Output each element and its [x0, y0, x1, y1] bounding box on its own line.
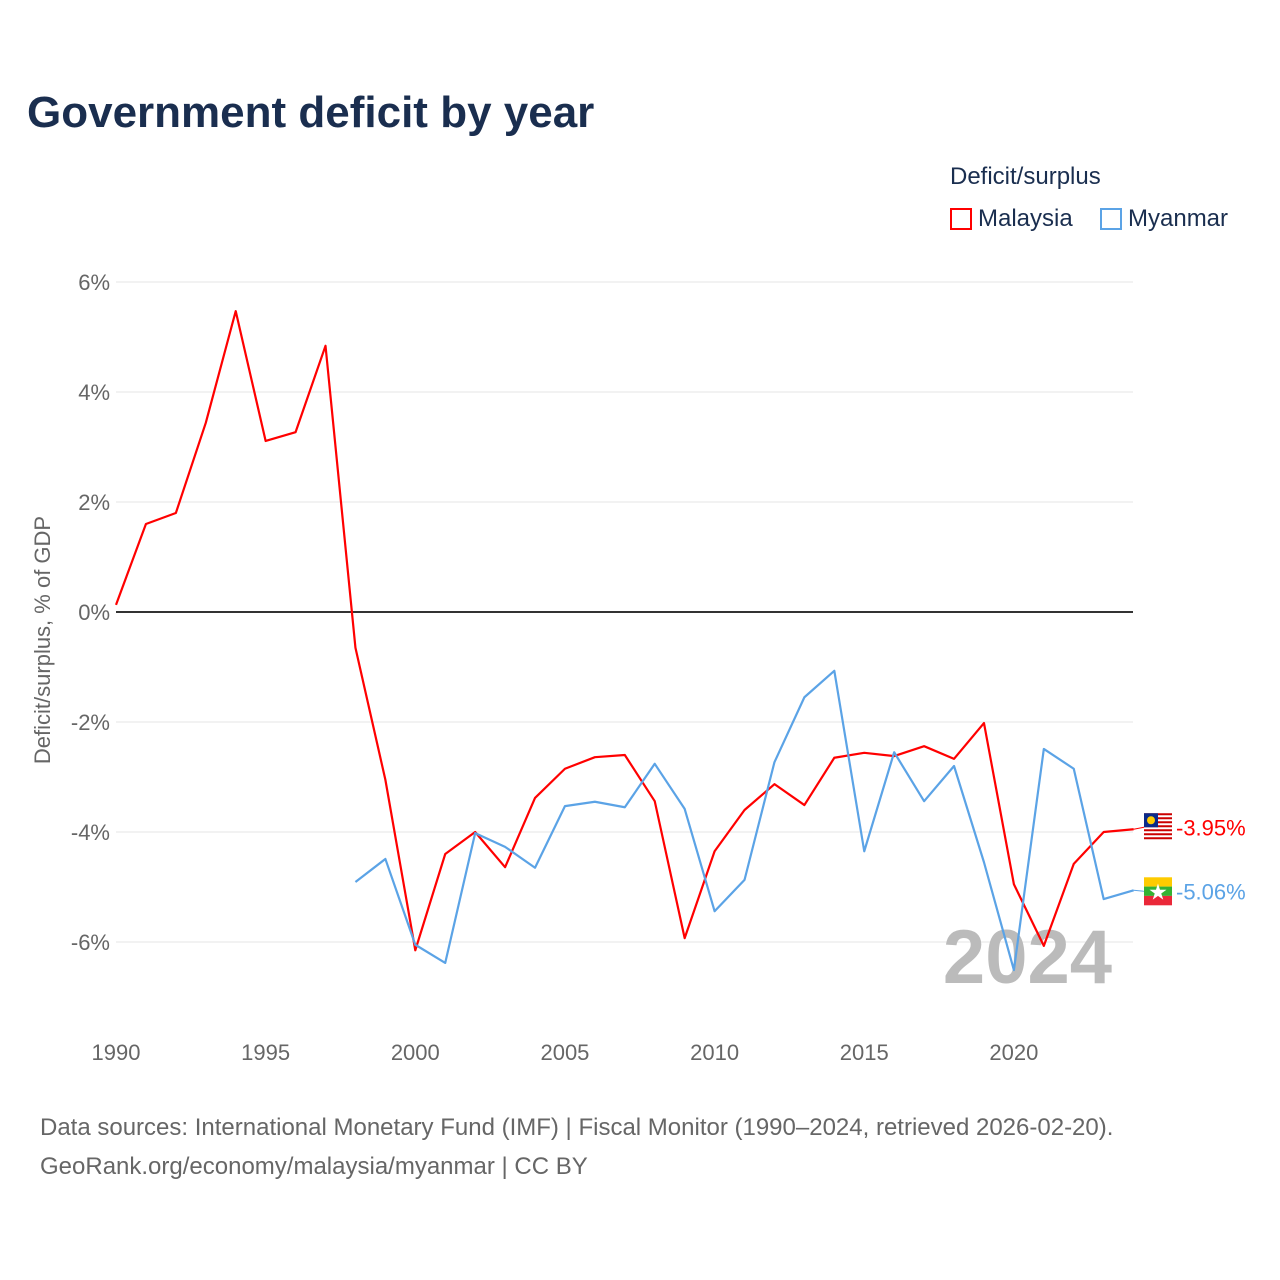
y-tick-label: 2% — [78, 490, 110, 515]
end-value-label: -3.95% — [1176, 815, 1246, 840]
y-tick-label: -6% — [71, 930, 110, 955]
flag-stripe — [1144, 877, 1172, 887]
source-link[interactable]: GeoRank.org/economy/malaysia/myanmar | C… — [40, 1153, 588, 1180]
x-tick-label: 2000 — [391, 1040, 440, 1065]
series-line-myanmar — [354, 669, 1134, 972]
x-tick-label: 2010 — [690, 1040, 739, 1065]
y-tick-label: 4% — [78, 380, 110, 405]
source-note: Data sources: International Monetary Fun… — [40, 1108, 1113, 1186]
end-value-label: -5.06% — [1176, 879, 1246, 904]
flag-stripe — [1144, 895, 1172, 906]
legend-swatch — [950, 208, 972, 230]
year-watermark: 2024 — [943, 915, 1112, 1000]
flag-star: ★ — [1148, 879, 1168, 904]
legend-swatch — [1100, 208, 1122, 230]
flag-stripe — [1144, 829, 1172, 832]
y-axis-label: Deficit/surplus, % of GDP — [30, 516, 55, 764]
legend-label: Myanmar — [1128, 205, 1229, 232]
flag-stripe — [1144, 837, 1172, 840]
y-tick-label: 6% — [78, 270, 110, 295]
y-tick-label: -4% — [71, 820, 110, 845]
leader-line — [1133, 889, 1145, 892]
y-tick-label: -2% — [71, 710, 110, 735]
legend-label: Malaysia — [978, 205, 1073, 232]
x-tick-label: 2020 — [989, 1040, 1038, 1065]
flag-stripe — [1144, 886, 1172, 896]
x-tick-label: 2005 — [540, 1040, 589, 1065]
flag-stripe — [1144, 833, 1172, 836]
x-tick-label: 1995 — [241, 1040, 290, 1065]
leader-line — [1133, 826, 1145, 830]
y-tick-label: 0% — [78, 600, 110, 625]
source-line: Data sources: International Monetary Fun… — [40, 1114, 1114, 1141]
x-tick-label: 1990 — [92, 1040, 141, 1065]
legend-title: Deficit/surplus — [950, 163, 1101, 190]
series-line-malaysia — [114, 310, 1134, 952]
flag-crescent — [1147, 816, 1155, 825]
legend-item-malaysia[interactable]: Malaysia — [950, 205, 1073, 233]
legend-item-myanmar[interactable]: Myanmar — [1100, 205, 1228, 233]
chart-title: Government deficit by year — [27, 88, 595, 137]
x-tick-label: 2015 — [840, 1040, 889, 1065]
